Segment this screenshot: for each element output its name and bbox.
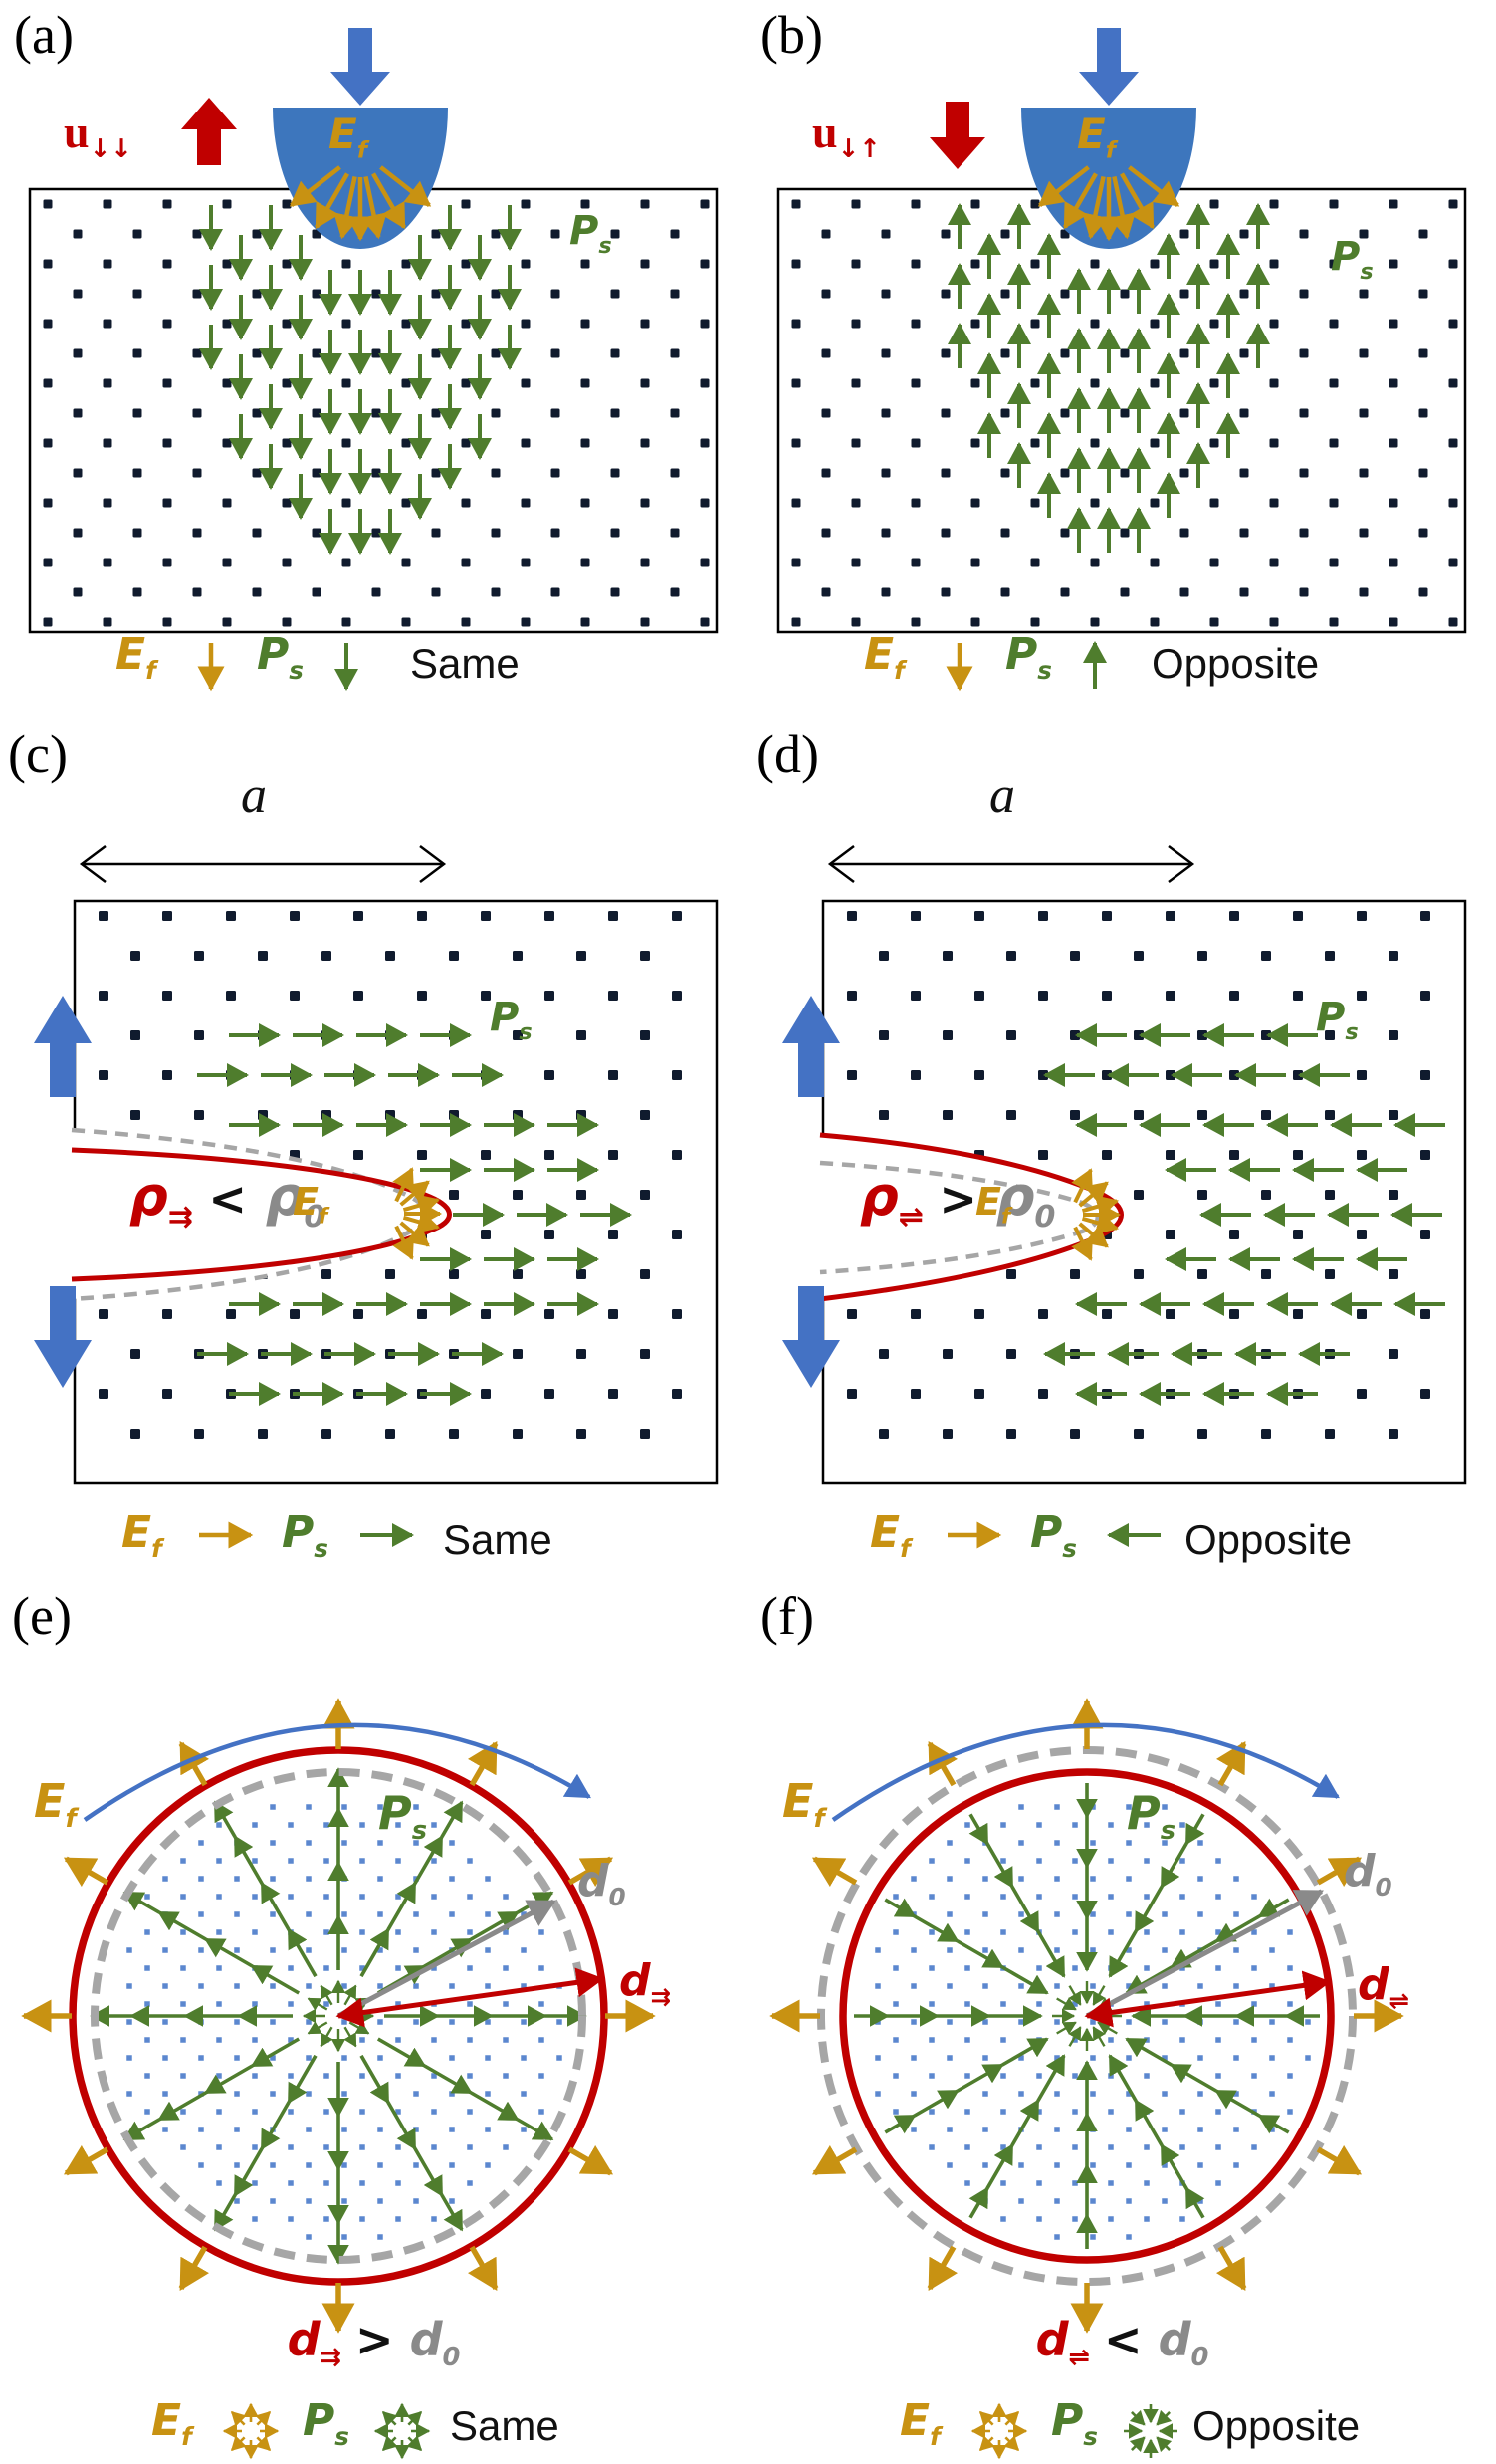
- field-label: Ef: [34, 1774, 77, 1835]
- panel-a: (a) u↓↓ Ef Ps Ef Ps Same: [0, 0, 748, 717]
- panel-c: (c) a ρ⇉ < ρ0 Ef Ps Ef Ps Same: [0, 717, 748, 1583]
- legend-field-label: Ef: [115, 629, 156, 685]
- legend-field-label: Ef: [121, 1507, 162, 1563]
- panel-tag: (a): [14, 5, 74, 65]
- panel-f: (f) Ef Ps d0 d⇌ d⇌ < d0 Ef Ps Opposite: [748, 1583, 1496, 2464]
- tip-radius-expression: ρ⇉ < ρ0: [129, 1165, 325, 1234]
- original-diameter-label: d0: [577, 1856, 626, 1911]
- panel-tag: (f): [760, 1586, 814, 1646]
- polarization-label: Ps: [490, 995, 533, 1045]
- legend-relation: Opposite: [1152, 640, 1320, 687]
- legend-relation: Same: [410, 640, 520, 687]
- indenter-field-label: Ef: [1077, 110, 1116, 164]
- field-diameter-label: d⇌: [1358, 1959, 1410, 2015]
- diameter-expression: d⇌ < d0: [1035, 2313, 1209, 2373]
- panel-tag: (d): [756, 724, 819, 784]
- tip-field-label: Ef: [293, 1180, 328, 1230]
- crack-length-label: a: [989, 768, 1015, 824]
- panel-tag: (c): [8, 724, 68, 784]
- field-diameter-label: d⇉: [619, 1955, 672, 2011]
- panel-d: (d) a ρ⇌ > ρ0 Ef Ps Ef Ps Opposite: [748, 717, 1496, 1583]
- legend-field-label: Ef: [900, 2395, 941, 2451]
- original-diameter-label: d0: [1344, 1846, 1392, 1902]
- panel-c-graphic: [34, 845, 719, 1549]
- tip-field-label: Ef: [975, 1180, 1011, 1230]
- legend-polarization-label: Ps: [1051, 2395, 1098, 2451]
- legend-field-label: Ef: [151, 2395, 192, 2451]
- diameter-expression: d⇉ > d0: [287, 2313, 461, 2373]
- polarization-label: Ps: [569, 208, 612, 259]
- legend-polarization-label: Ps: [257, 629, 304, 685]
- panel-b-graphic: [776, 28, 1467, 692]
- panel-d-graphic: [782, 845, 1467, 1549]
- panel-f-graphic: [769, 1698, 1404, 2460]
- legend-relation: Opposite: [1184, 1516, 1353, 1563]
- indenter-field-label: Ef: [328, 110, 367, 164]
- legend-polarization-label: Ps: [1005, 629, 1052, 685]
- panel-tag: (b): [760, 5, 823, 65]
- tip-radius-expression: ρ⇌ > ρ0: [860, 1165, 1056, 1234]
- polarization-label: Ps: [1316, 995, 1359, 1045]
- field-label: Ef: [782, 1774, 825, 1835]
- crack-length-label: a: [241, 768, 267, 824]
- legend-relation: Same: [443, 1516, 552, 1563]
- displacement-label: u↓↑: [812, 107, 881, 165]
- panel-b: (b) u↓↑ Ef Ps Ef Ps Opposite: [748, 0, 1496, 717]
- legend-relation: Opposite: [1192, 2402, 1361, 2449]
- panel-e-graphic: [21, 1698, 656, 2460]
- polarization-label: Ps: [1331, 234, 1374, 285]
- panel-tag: (e): [12, 1586, 72, 1646]
- legend-polarization-label: Ps: [303, 2395, 349, 2451]
- polarization-label: Ps: [1127, 1786, 1176, 1847]
- legend-field-label: Ef: [870, 1507, 911, 1563]
- legend-relation: Same: [450, 2402, 559, 2449]
- panel-a-graphic: [28, 28, 719, 692]
- legend-polarization-label: Ps: [1030, 1507, 1077, 1563]
- polarization-label: Ps: [378, 1786, 428, 1847]
- legend-field-label: Ef: [864, 629, 905, 685]
- legend-polarization-label: Ps: [282, 1507, 328, 1563]
- displacement-label: u↓↓: [64, 107, 132, 165]
- panel-e: (e) Ef Ps d0 d⇉ d⇉ > d0 Ef Ps Same: [0, 1583, 748, 2464]
